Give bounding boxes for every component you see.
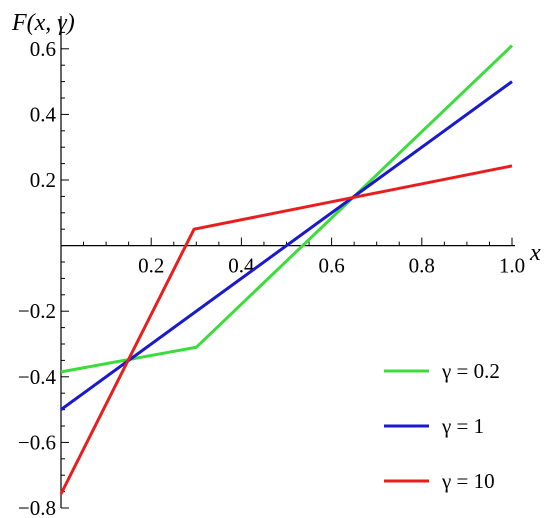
series-line-3	[59, 164, 513, 495]
y-tick-label: −0.8	[18, 496, 56, 518]
legend-label: γ = 10	[441, 469, 495, 493]
series-lines	[59, 44, 514, 495]
x-tick-label: 0.8	[409, 254, 435, 278]
x-tick-label: 0.6	[318, 254, 344, 278]
legend: γ = 0.2 γ = 1 γ = 10	[384, 359, 500, 493]
series-line-1	[60, 44, 514, 374]
x-tick-label: 0.4	[228, 254, 255, 278]
y-tick-label: 0.6	[30, 37, 56, 61]
y-tick-label: −0.2	[18, 299, 56, 323]
y-tick-label: 0.4	[30, 102, 57, 126]
legend-label: γ = 0.2	[441, 359, 500, 383]
y-tick-label: −0.6	[18, 430, 56, 454]
x-tick-label: 1.0	[499, 254, 525, 278]
legend-label: γ = 1	[441, 414, 484, 438]
y-tick-label: 0.2	[30, 168, 56, 192]
y-axis-title: F(x, γ)	[11, 10, 75, 36]
x-tick-label: 0.2	[138, 254, 164, 278]
y-tick-label: −0.4	[18, 365, 57, 389]
x-axis-title: x	[529, 240, 541, 266]
tick-labels: 0.2 0.4 0.6 0.8 1.0 −0.8 −0.6 −0.4 −0.2 0.2 0.4 0.6	[18, 37, 525, 518]
series-line-2	[60, 80, 513, 411]
